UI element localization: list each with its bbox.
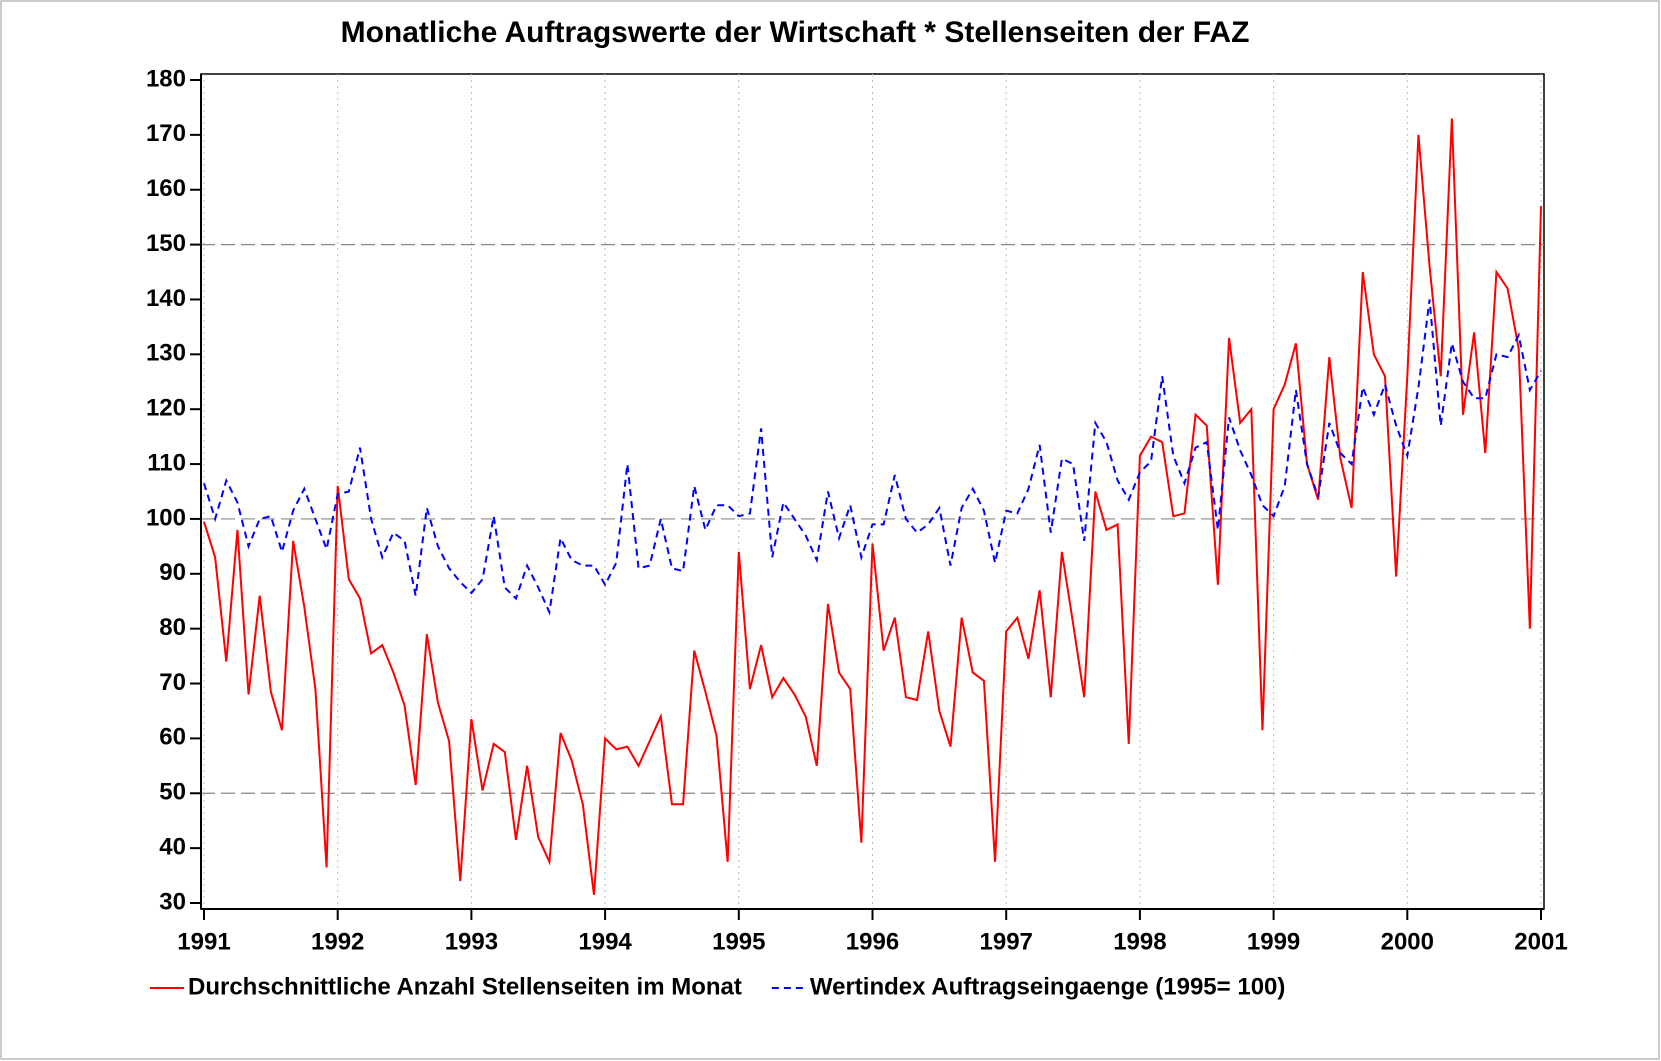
y-tick-label: 90 — [159, 559, 186, 586]
data-line — [203, 299, 1542, 616]
x-tick-label: 2000 — [1381, 928, 1434, 955]
y-tick-label: 70 — [159, 669, 186, 696]
legend-label: Durchschnittliche Anzahl Stellenseiten i… — [188, 973, 742, 1000]
y-tick-label: 60 — [159, 724, 186, 751]
x-tick-label: 1993 — [445, 928, 498, 955]
x-tick-label: 1994 — [578, 928, 632, 955]
y-tick-label: 160 — [146, 175, 186, 202]
x-tick-label: 1998 — [1113, 928, 1166, 955]
y-tick-label: 150 — [146, 230, 186, 257]
y-tick-label: 40 — [159, 833, 186, 860]
y-tick-label: 100 — [146, 504, 186, 531]
x-tick-label: 1996 — [846, 928, 899, 955]
y-tick-label: 140 — [146, 285, 186, 312]
y-tick-label: 110 — [147, 449, 186, 476]
x-tick-label: 1997 — [980, 928, 1033, 955]
data-line — [203, 118, 1542, 895]
y-tick-label: 130 — [146, 340, 186, 367]
y-tick-label: 80 — [159, 614, 186, 641]
y-tick-label: 180 — [146, 65, 186, 92]
y-tick-label: 120 — [146, 395, 186, 422]
x-tick-label: 1992 — [311, 928, 364, 955]
x-tick-label: 1995 — [712, 928, 765, 955]
y-tick-label: 170 — [146, 120, 186, 147]
legend-label: Wertindex Auftragseingaenge (1995= 100) — [810, 973, 1286, 1000]
x-tick-label: 1999 — [1247, 928, 1300, 955]
y-tick-label: 30 — [159, 888, 186, 915]
y-tick-label: 50 — [159, 779, 186, 806]
x-tick-label: 1991 — [177, 928, 230, 955]
x-tick-label: 2001 — [1514, 928, 1567, 955]
chart-title: Monatliche Auftragswerte der Wirtschaft … — [341, 16, 1250, 49]
